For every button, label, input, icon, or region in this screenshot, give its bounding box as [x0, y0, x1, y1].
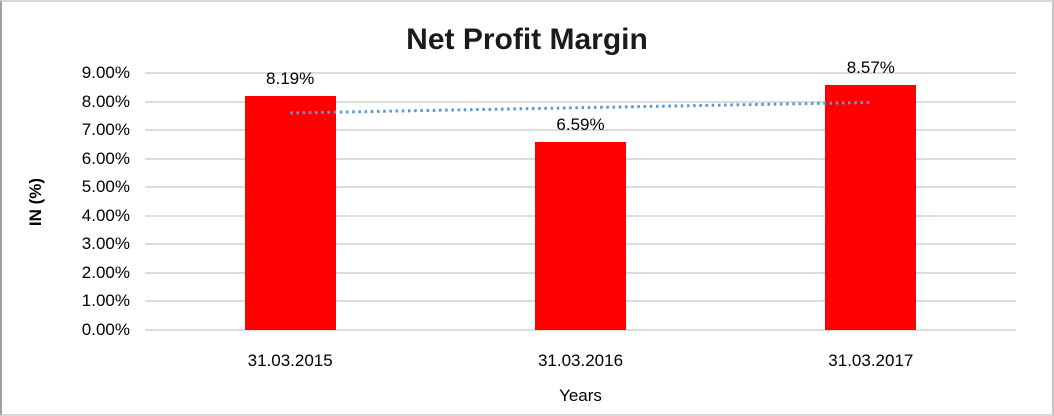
- y-tick-label: 7.00%: [81, 120, 130, 140]
- chart-title: Net Profit Margin: [406, 23, 648, 56]
- bar-31.03.2015: [244, 96, 336, 330]
- x-tick-label: 31.03.2017: [828, 351, 914, 370]
- bar-31.03.2017: [825, 85, 917, 330]
- bar-value-label: 6.59%: [556, 114, 605, 134]
- bar-31.03.2016: [535, 141, 626, 330]
- y-tick-label: 9.00%: [81, 63, 130, 82]
- gridline: [145, 129, 1016, 132]
- x-tick-label: 31.03.2016: [537, 351, 624, 370]
- y-tick-label: 5.00%: [81, 177, 130, 197]
- bar-value-label: 8.19%: [266, 69, 315, 89]
- y-tick-label: 1.00%: [81, 291, 130, 311]
- gridline: [145, 72, 1016, 74]
- x-axis-title: Years: [559, 386, 602, 405]
- y-tick-label: 3.00%: [81, 234, 130, 254]
- y-tick-label: 2.00%: [81, 262, 130, 282]
- bar-value-label: 8.57%: [846, 58, 895, 78]
- y-tick-label: 0.00%: [81, 320, 130, 339]
- y-tick-label: 8.00%: [81, 91, 130, 111]
- y-tick-label: 4.00%: [81, 205, 130, 225]
- gridline: [145, 329, 1016, 331]
- x-tick-label: 31.03.2015: [247, 351, 333, 370]
- y-tick-label: 6.00%: [81, 148, 130, 168]
